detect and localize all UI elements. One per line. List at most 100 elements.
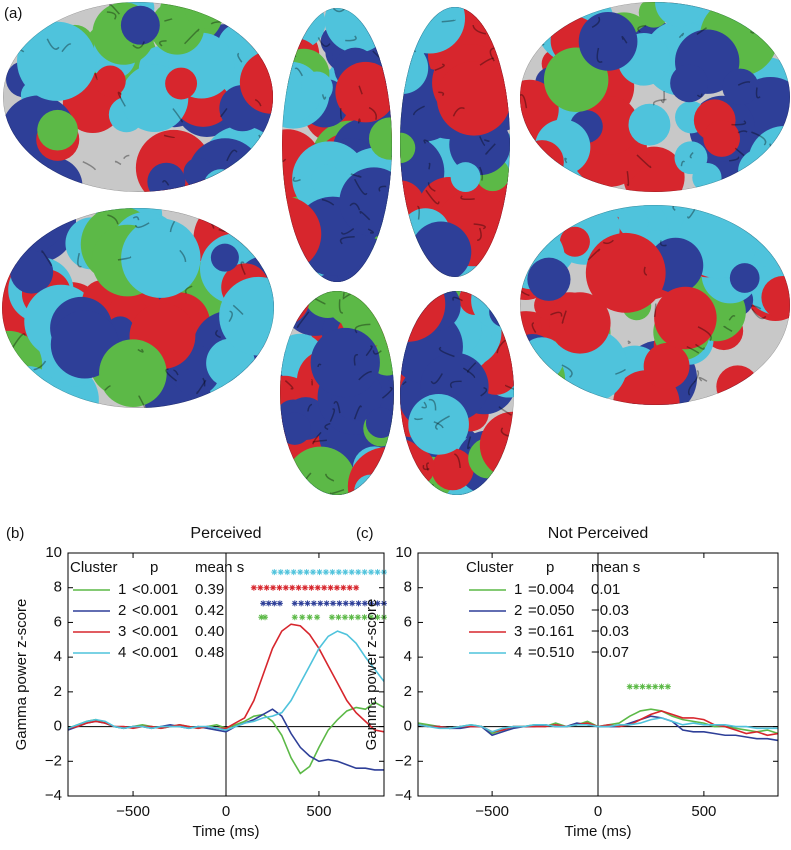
y-tick-label: 8 (404, 579, 412, 596)
brain-patch (437, 61, 511, 135)
brain-patch (579, 12, 638, 71)
brain-patch (286, 447, 356, 517)
brain-patch (451, 162, 481, 192)
y-tick-label: 2 (404, 683, 412, 700)
star (349, 569, 355, 575)
brain-gyrus (250, 228, 262, 233)
star (291, 569, 297, 575)
star (292, 614, 298, 620)
chart-title: Perceived (190, 525, 261, 542)
star (362, 569, 368, 575)
star (314, 614, 320, 620)
brain-gyrus (768, 245, 770, 246)
legend-mean: 0.40 (195, 623, 224, 640)
brain-patch (301, 72, 333, 104)
star (330, 600, 336, 606)
legend-header: p (546, 559, 554, 576)
legend-p: =0.161 (528, 623, 574, 640)
brain-patch (368, 9, 405, 46)
brain-gyrus (429, 164, 430, 170)
brain-patch (0, 155, 25, 198)
y-tick-label: −2 (45, 752, 62, 769)
star (284, 569, 290, 575)
brain-patch (542, 169, 575, 202)
legend-name: 2 (118, 602, 126, 619)
brain-patch (489, 296, 520, 327)
brain-patch (480, 412, 547, 479)
star (296, 585, 302, 591)
legend-p: =0.510 (528, 644, 574, 661)
star (298, 600, 304, 606)
star (264, 585, 270, 591)
y-tick-label: 6 (54, 613, 62, 630)
panel-label: (b) (6, 525, 24, 542)
brain-gyrus (402, 41, 416, 51)
panel-label: (a) (4, 5, 22, 22)
legend-p: <0.001 (132, 644, 178, 661)
legend-mean: −0.03 (591, 602, 629, 619)
star (311, 600, 317, 606)
star (323, 569, 329, 575)
legend-p: =0.004 (528, 581, 574, 598)
star (329, 569, 335, 575)
brain-gyrus (304, 267, 308, 271)
brain-gyrus (422, 484, 433, 485)
brain-patch (99, 339, 167, 407)
brain-patch (703, 120, 740, 157)
brain-gyrus (481, 274, 489, 283)
star (652, 684, 658, 690)
brain (0, 0, 303, 215)
star (278, 569, 284, 575)
star (307, 614, 313, 620)
legend-p: =0.050 (528, 602, 574, 619)
y-tick-label: 0 (404, 718, 412, 735)
brain-patch (670, 64, 708, 102)
brain-patch (335, 62, 395, 122)
brain-gyrus (785, 66, 791, 73)
brain-gyrus (410, 293, 423, 306)
star (317, 600, 323, 606)
brain-patch (184, 158, 214, 188)
star (340, 585, 346, 591)
star (302, 585, 308, 591)
star (348, 614, 354, 620)
star (335, 614, 341, 620)
star (375, 569, 381, 575)
brain-patch (121, 218, 200, 297)
brain-gyrus (240, 22, 254, 34)
legend-mean: −0.07 (591, 644, 629, 661)
significance-stars (271, 569, 387, 575)
brain-patch (282, 8, 310, 36)
legend-p: <0.001 (132, 623, 178, 640)
brain-patch (524, 184, 566, 226)
y-axis-label: Gamma power z-score (13, 599, 30, 751)
star (299, 614, 305, 620)
brain-gyrus (405, 310, 412, 315)
y-tick-label: 6 (404, 613, 412, 630)
y-tick-label: 0 (54, 718, 62, 735)
significance-stars (258, 614, 268, 620)
legend-p: <0.001 (132, 602, 178, 619)
star (646, 684, 652, 690)
brain-gyrus (462, 2, 463, 8)
brain-patch (0, 184, 76, 263)
star (271, 569, 277, 575)
legend-mean: −0.03 (591, 623, 629, 640)
brain (0, 179, 298, 437)
brain-patch (0, 366, 58, 426)
brain-patch (37, 110, 78, 151)
brain-patch (279, 413, 311, 445)
brain-patch (311, 328, 380, 397)
legend-name: 3 (514, 623, 522, 640)
y-tick-label: 4 (54, 648, 62, 665)
brain-gyrus (289, 299, 300, 305)
brain-patch (549, 292, 610, 353)
brain-gyrus (492, 245, 493, 253)
legend-name: 4 (118, 644, 126, 661)
brain-patch (95, 66, 126, 97)
brain-patch (487, 0, 522, 35)
star (356, 600, 362, 606)
y-tick-label: −2 (395, 752, 412, 769)
star (289, 585, 295, 591)
